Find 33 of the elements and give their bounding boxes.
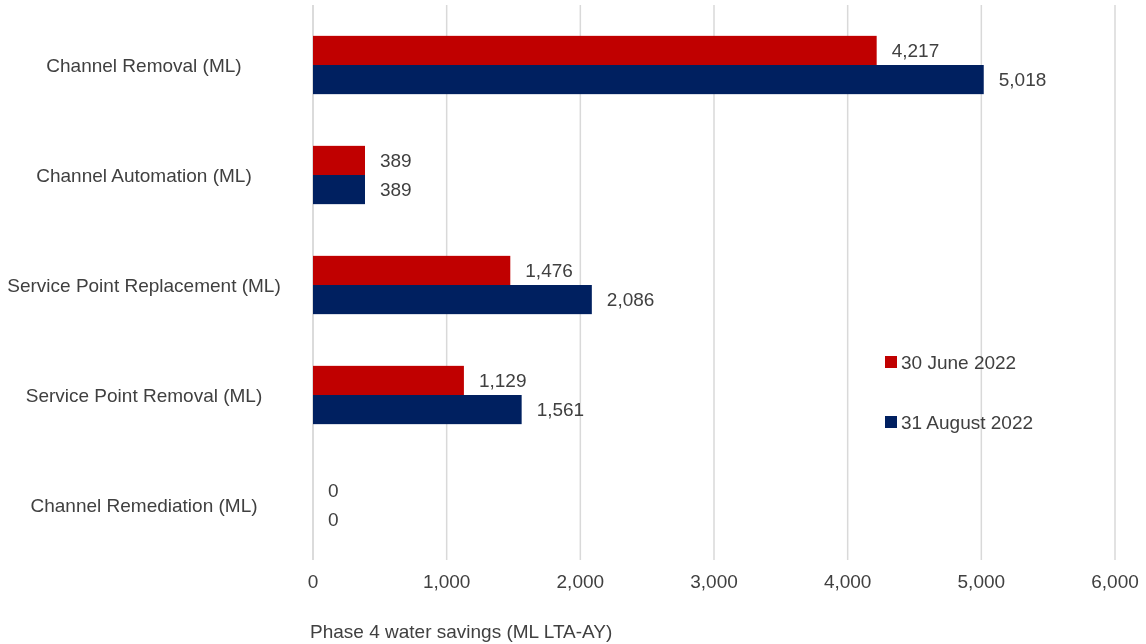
x-tick-label: 6,000 xyxy=(1091,571,1139,592)
bar xyxy=(313,395,522,425)
legend-label: 31 August 2022 xyxy=(901,411,1034,433)
data-label: 1,476 xyxy=(525,260,573,282)
x-tick-label: 0 xyxy=(307,571,319,592)
x-axis-title: Phase 4 water savings (ML LTA-AY) xyxy=(310,621,613,642)
y-tick-label: Channel Removal (ML) xyxy=(46,54,242,76)
x-tick-label: 4,000 xyxy=(823,571,872,592)
y-tick-label: Service Point Replacement (ML) xyxy=(7,274,281,296)
data-label: 389 xyxy=(380,150,412,172)
x-tick-label: 1,000 xyxy=(422,571,471,592)
bar xyxy=(313,145,365,175)
bar xyxy=(313,365,464,395)
data-label: 0 xyxy=(328,480,339,502)
bar xyxy=(313,65,984,95)
legend-label: 30 June 2022 xyxy=(901,351,1017,373)
data-label: 389 xyxy=(380,179,412,201)
data-label: 0 xyxy=(328,509,339,531)
x-tick-label: 3,000 xyxy=(690,571,738,592)
y-tick-label: Channel Remediation (ML) xyxy=(30,494,258,516)
bar xyxy=(313,35,877,65)
bar xyxy=(313,255,511,285)
y-tick-label: Channel Automation (ML) xyxy=(36,164,252,186)
y-tick-label: Service Point Removal (ML) xyxy=(25,384,263,406)
x-tick-label: 2,000 xyxy=(556,571,605,592)
data-label: 1,129 xyxy=(478,370,527,392)
data-label: 1,561 xyxy=(536,399,585,421)
bar xyxy=(313,285,592,315)
bar xyxy=(313,175,365,205)
x-tick-label: 5,000 xyxy=(957,571,1006,592)
data-label: 4,217 xyxy=(891,40,940,62)
data-label: 2,086 xyxy=(606,289,655,311)
data-label: 5,018 xyxy=(998,69,1047,91)
